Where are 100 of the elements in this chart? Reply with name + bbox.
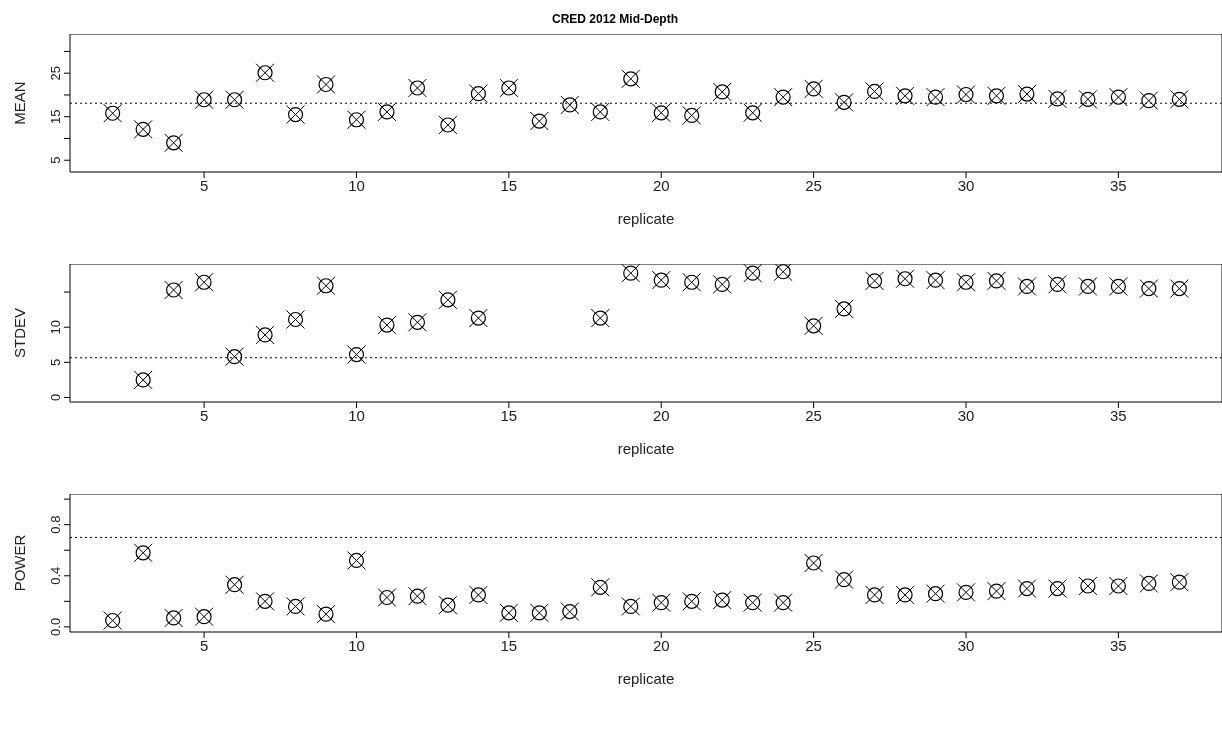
x-tick-label: 20 xyxy=(652,176,670,194)
point xyxy=(682,591,702,611)
point xyxy=(194,272,214,292)
x-axis-title: replicate xyxy=(617,210,675,227)
point xyxy=(865,81,885,101)
point xyxy=(1047,274,1067,294)
point xyxy=(651,103,671,123)
y-tick-label: 10 xyxy=(48,319,63,335)
point xyxy=(164,608,184,628)
point xyxy=(133,119,153,139)
point xyxy=(712,82,732,102)
point xyxy=(1078,89,1098,109)
point xyxy=(438,595,458,615)
point xyxy=(286,105,306,125)
point xyxy=(499,78,519,98)
point xyxy=(225,347,245,367)
point xyxy=(346,345,366,365)
point xyxy=(743,103,763,123)
y-axis-title: POWER xyxy=(11,534,29,592)
point xyxy=(1078,576,1098,596)
point xyxy=(1169,572,1189,592)
point xyxy=(1017,276,1037,296)
y-axis-title: MEAN xyxy=(11,81,29,125)
point xyxy=(286,309,306,329)
point xyxy=(865,585,885,605)
point xyxy=(1169,279,1189,299)
x-tick-label: 20 xyxy=(652,406,670,424)
x-tick-label: 25 xyxy=(805,176,822,194)
point xyxy=(133,370,153,390)
x-tick-label: 5 xyxy=(199,176,209,194)
point xyxy=(651,593,671,613)
x-tick-label: 35 xyxy=(1110,636,1127,654)
x-tick-label: 20 xyxy=(652,636,670,654)
point xyxy=(804,79,824,99)
x-tick-label: 30 xyxy=(957,176,975,194)
point xyxy=(804,316,824,336)
point xyxy=(956,85,976,105)
point xyxy=(316,75,336,94)
point xyxy=(1108,276,1128,296)
x-axis-title: replicate xyxy=(617,670,675,687)
point xyxy=(468,84,488,104)
x-tick-label: 10 xyxy=(348,636,365,654)
point xyxy=(986,581,1006,601)
point xyxy=(286,596,306,616)
point xyxy=(956,582,976,602)
point xyxy=(316,604,336,624)
y-axis-title: STDEV xyxy=(11,307,29,359)
point xyxy=(804,553,824,573)
y-tick-label: 25 xyxy=(48,65,63,81)
x-tick-label: 15 xyxy=(500,406,518,424)
point xyxy=(225,575,245,595)
point xyxy=(865,271,885,291)
point xyxy=(712,274,732,294)
point xyxy=(529,603,549,623)
point xyxy=(164,280,184,300)
point xyxy=(255,325,275,345)
point xyxy=(986,86,1006,106)
point xyxy=(986,271,1006,291)
point xyxy=(773,87,793,107)
text: 0.0 xyxy=(48,617,63,636)
x-tick-label: 5 xyxy=(199,406,209,424)
point xyxy=(407,312,427,332)
point xyxy=(438,290,458,310)
point xyxy=(590,102,610,122)
point xyxy=(743,264,763,283)
point xyxy=(468,585,488,605)
x-tick-label: 15 xyxy=(500,176,518,194)
point xyxy=(1108,576,1128,596)
point xyxy=(743,593,763,613)
point xyxy=(194,607,214,627)
point xyxy=(1108,87,1128,107)
point xyxy=(773,593,793,613)
point xyxy=(103,611,123,630)
point xyxy=(438,115,458,135)
point xyxy=(682,272,702,292)
point xyxy=(651,270,671,290)
point xyxy=(468,308,488,328)
point xyxy=(1078,276,1098,296)
point xyxy=(834,299,854,319)
point xyxy=(560,95,580,115)
x-tick-label: 25 xyxy=(805,636,822,654)
point xyxy=(407,78,427,98)
point xyxy=(1139,91,1159,111)
x-tick-label: 15 xyxy=(500,636,518,654)
point xyxy=(103,103,123,123)
point xyxy=(895,585,915,605)
point xyxy=(377,102,397,122)
y-tick-label: 15 xyxy=(48,109,63,124)
point xyxy=(712,590,732,610)
x-tick-label: 35 xyxy=(1110,406,1127,424)
x-tick-label: 10 xyxy=(348,406,365,424)
point xyxy=(316,276,336,296)
y-tick-label: 0 xyxy=(48,393,63,402)
point xyxy=(255,63,275,83)
x-tick-label: 35 xyxy=(1110,176,1127,194)
point xyxy=(895,269,915,289)
x-tick-label: 30 xyxy=(957,406,975,424)
point xyxy=(1139,573,1159,593)
point xyxy=(834,570,854,590)
point xyxy=(1169,89,1189,109)
